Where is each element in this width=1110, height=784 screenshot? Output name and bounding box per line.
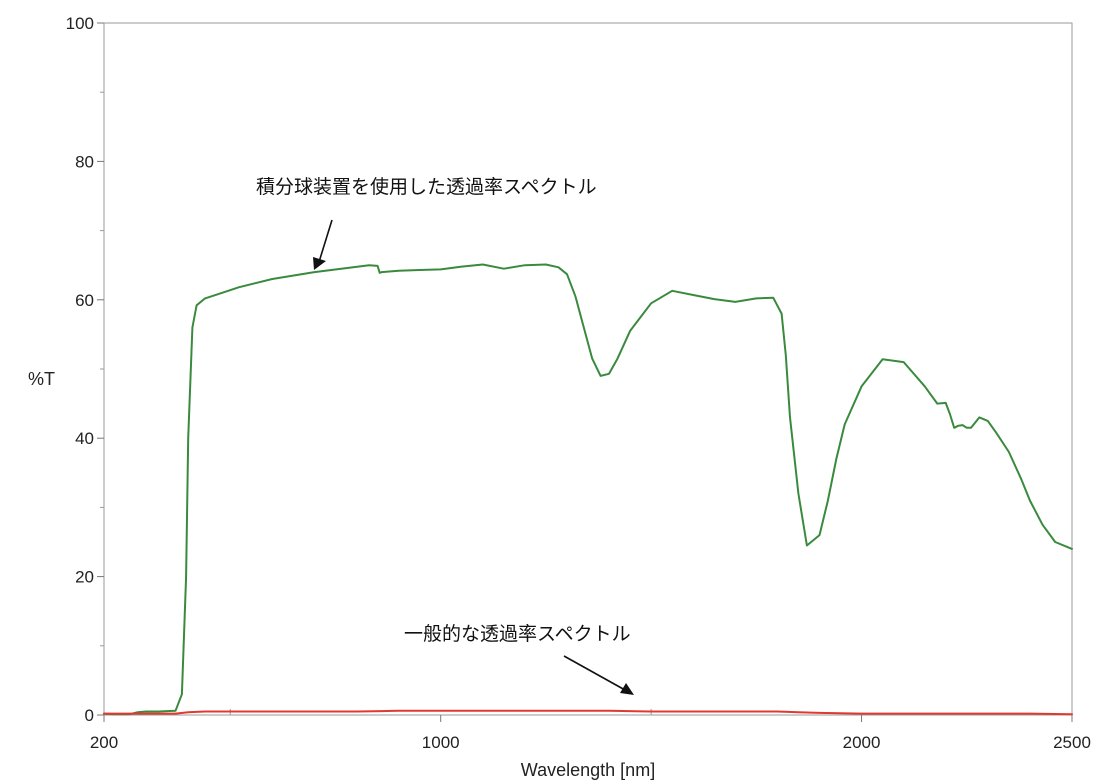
series-layer — [103, 263, 1073, 716]
x-axis-title: Wavelength [nm] — [521, 760, 655, 780]
y-tick-label: 40 — [75, 429, 94, 448]
y-tick-label: 60 — [75, 291, 94, 310]
annotation-arrow-standard — [563, 655, 634, 695]
x-tick-label: 2500 — [1053, 733, 1091, 752]
y-tick-label: 20 — [75, 568, 94, 587]
series-line-1 — [103, 709, 1073, 716]
y-tick-label: 0 — [85, 706, 94, 725]
y-tick-label: 80 — [75, 152, 94, 171]
plot-area-frame — [103, 22, 1073, 716]
series-line-0 — [103, 263, 1073, 716]
x-tick-label: 2000 — [843, 733, 881, 752]
annotation-arrow-integrating-sphere — [313, 219, 333, 270]
x-tick-label: 200 — [90, 733, 118, 752]
y-axis-title: %T — [28, 369, 55, 389]
axis-ticks: 0 20 40 60 80 100 200 1000 2000 2500 — [66, 14, 1091, 752]
y-tick-label: 100 — [66, 14, 94, 33]
annotation-integrating-sphere: 積分球装置を使用した透過率スペクトル — [256, 176, 597, 198]
annotation-standard: 一般的な透過率スペクトル — [404, 623, 631, 645]
x-tick-label: 1000 — [422, 733, 460, 752]
